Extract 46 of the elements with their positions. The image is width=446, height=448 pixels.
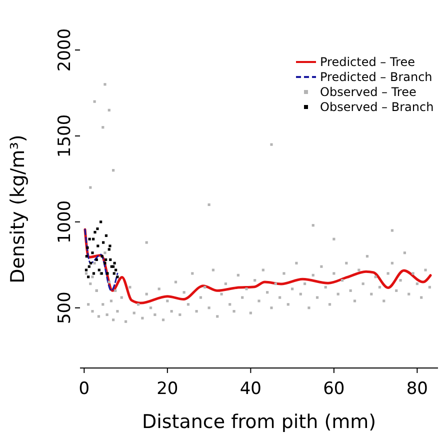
x-tick-label: 20 [156, 379, 178, 399]
y-tick-label: 1500 [55, 114, 75, 158]
point [102, 241, 105, 244]
legend-label: Observed – Tree [320, 85, 416, 99]
point [104, 262, 106, 264]
y-tick-label: 500 [55, 292, 75, 324]
line-series [84, 228, 118, 292]
point [88, 265, 90, 268]
point [106, 272, 109, 275]
line-series [84, 228, 432, 304]
x-tick-label: 0 [78, 379, 90, 399]
point [100, 220, 102, 224]
point [87, 276, 90, 278]
legend-label: Predicted – Branch [320, 70, 432, 84]
point [86, 246, 89, 249]
point [96, 244, 100, 248]
point [109, 258, 112, 262]
point [112, 272, 116, 275]
point [92, 272, 96, 275]
x-tick-label: 60 [323, 379, 345, 399]
point [104, 234, 108, 237]
x-axis-title: Distance from pith (mm) [142, 411, 376, 433]
y-tick-label: 2000 [55, 28, 75, 72]
point [90, 262, 92, 264]
x-tick-label: 80 [406, 379, 428, 399]
point [100, 254, 104, 258]
legend-label: Predicted – Tree [320, 55, 415, 69]
point [114, 268, 118, 272]
point [92, 238, 95, 240]
point [85, 254, 88, 258]
point [104, 258, 108, 262]
y-tick-label: 1000 [55, 200, 75, 244]
point [98, 268, 100, 272]
point [88, 238, 91, 240]
y-axis-title: Density (kg/m³) [7, 134, 29, 284]
point [108, 248, 110, 251]
x-tick-label: 40 [240, 379, 262, 399]
point [116, 276, 119, 278]
point [84, 268, 88, 272]
point [94, 230, 96, 234]
point [108, 244, 112, 248]
point [113, 262, 116, 264]
legend-label: Observed – Branch [320, 100, 434, 114]
point [95, 258, 98, 262]
point [96, 227, 99, 230]
point [91, 252, 94, 254]
